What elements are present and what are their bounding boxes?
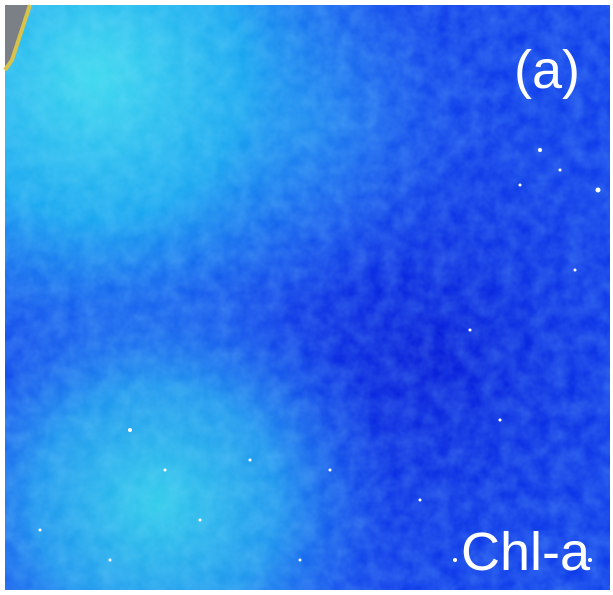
- variable-label: Chl-a: [461, 522, 591, 582]
- satellite-image: (a) Chl-a: [0, 0, 613, 595]
- page: (a) Chl-a (() => { const data = JSON.par…: [0, 0, 613, 595]
- panel-label: (a): [514, 40, 580, 100]
